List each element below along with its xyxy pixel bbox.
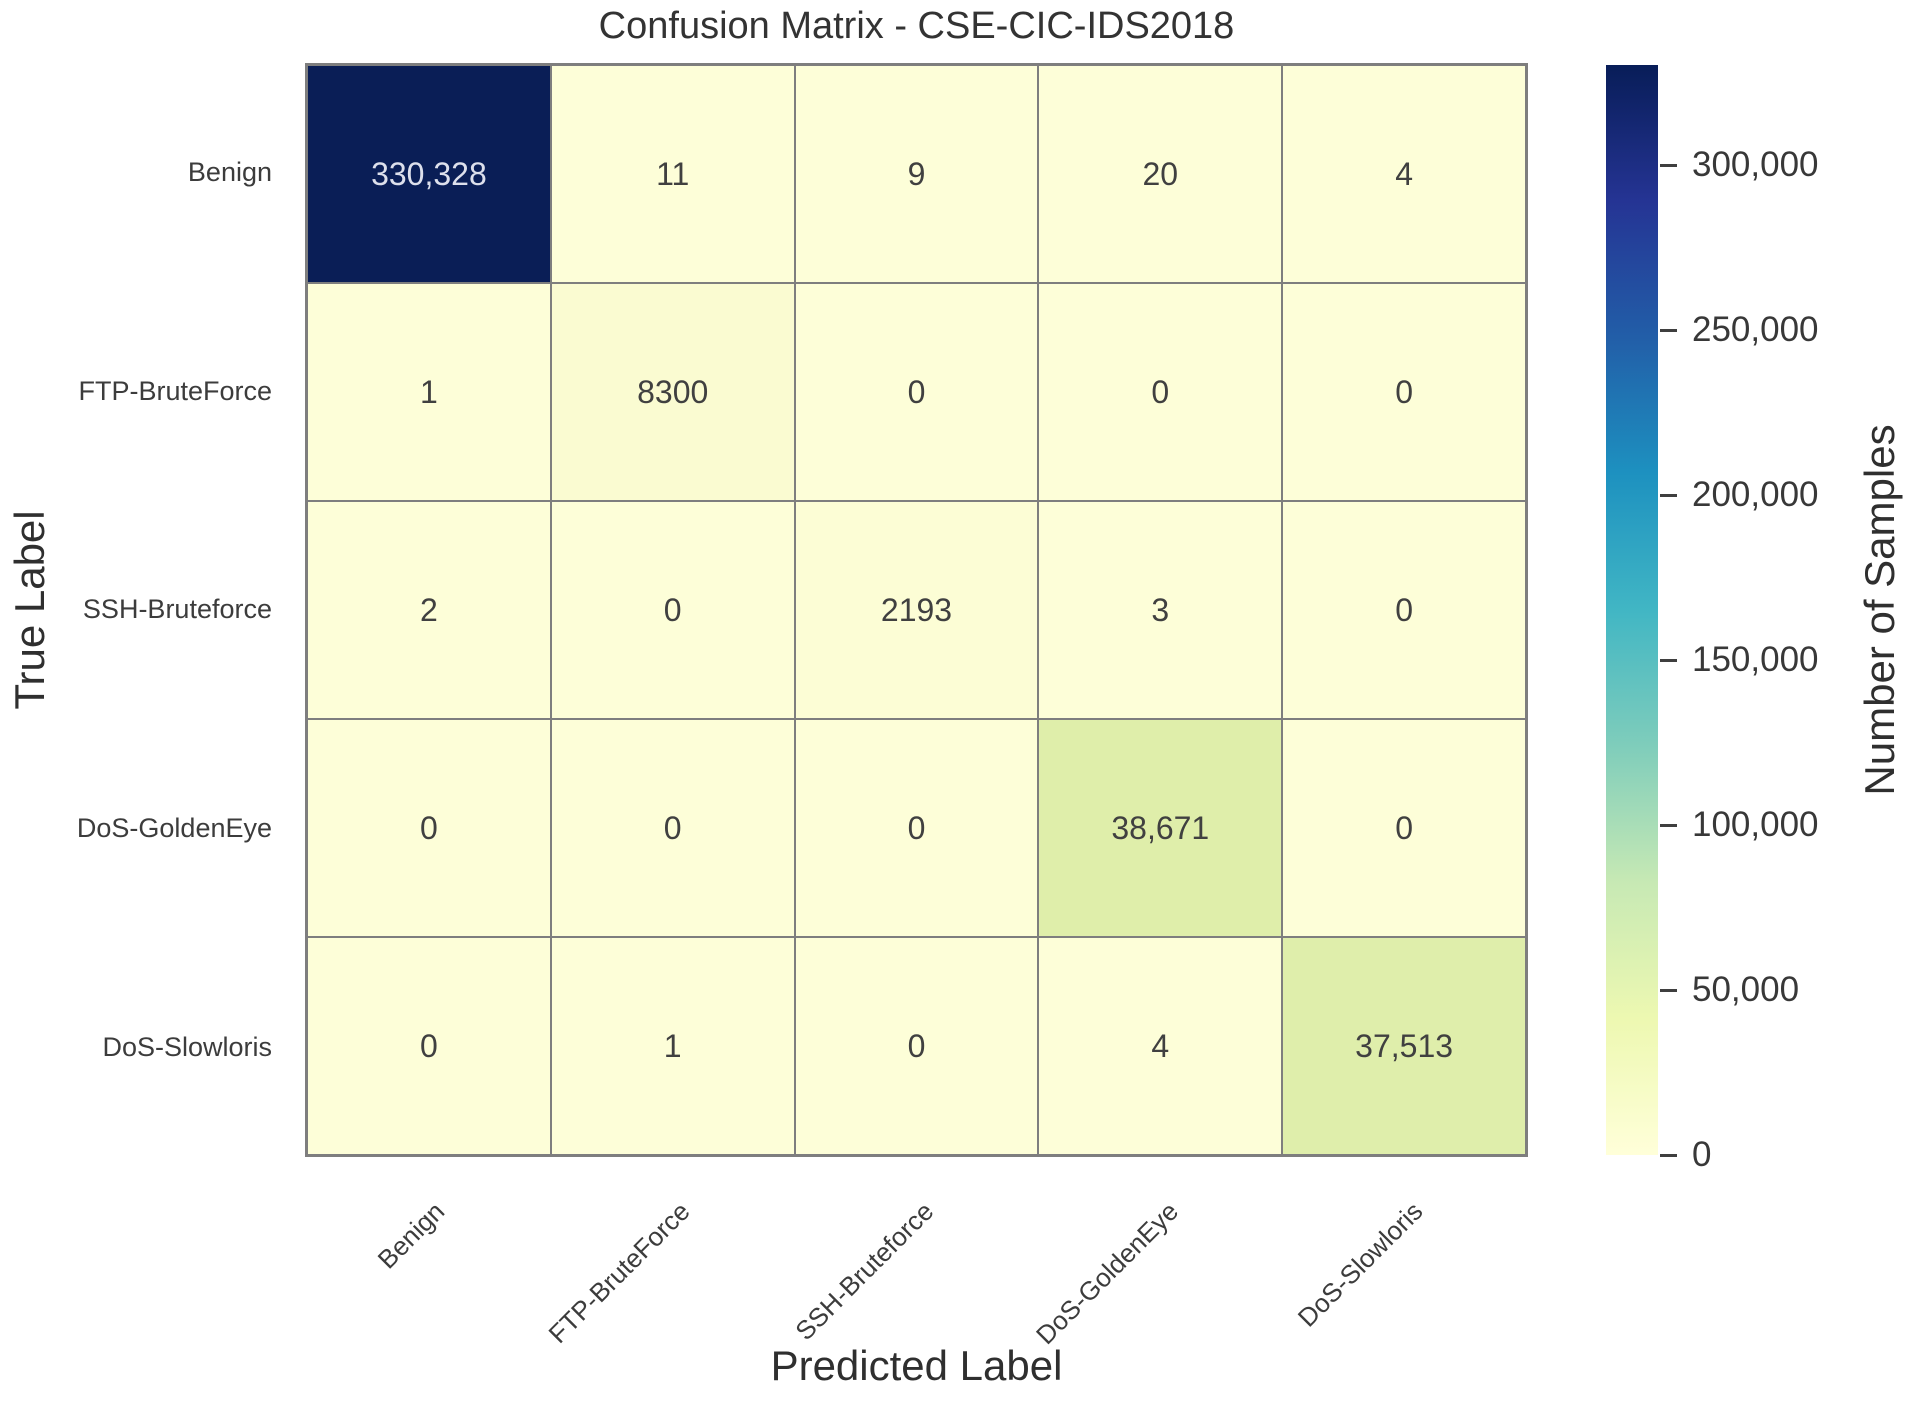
colorbar-label: Number of Samples (1856, 424, 1903, 796)
matrix-cell: 0 (1282, 719, 1526, 937)
colorbar-tick-label: 300,000 (1692, 145, 1819, 185)
y-axis-tick-labels: Benign FTP-BruteForce SSH-Bruteforce DoS-Go… (40, 63, 272, 1157)
x-tick-label: DoS-Slowloris (1292, 1196, 1429, 1333)
matrix-cell: 0 (1282, 283, 1526, 501)
matrix-cell: 0 (1038, 283, 1283, 501)
x-tick-label: SSH-Bruteforce (789, 1196, 940, 1346)
matrix-cell: 2 (307, 501, 551, 719)
matrix-cell: 8300 (550, 283, 795, 501)
matrix-cell: 0 (794, 937, 1039, 1155)
x-axis-label: Predicted Label (770, 1342, 1063, 1389)
matrix-cell: 0 (1282, 501, 1526, 719)
matrix-cell: 330,328 (307, 65, 551, 283)
y-tick-label: DoS-Slowloris (102, 1032, 272, 1063)
matrix-cell: 4 (1282, 65, 1526, 283)
colorbar-tick-mark (1660, 988, 1677, 992)
colorbar-tick-mark (1660, 1153, 1677, 1157)
matrix-cell: 9 (794, 65, 1039, 283)
matrix-cell: 3 (1038, 501, 1283, 719)
colorbar-tick-label: 150,000 (1692, 640, 1819, 680)
matrix-cell: 2193 (794, 501, 1039, 719)
heatmap-grid: 330,328 11 9 20 4 1 8300 0 0 0 2 0 2193 3 0 0 0 0 38,671 0 0… (305, 63, 1528, 1157)
y-axis-label: True Label (6, 510, 53, 710)
matrix-cell: 0 (550, 719, 795, 937)
colorbar-gradient (1606, 65, 1658, 1155)
y-tick-label: SSH-Bruteforce (82, 594, 272, 625)
colorbar-tick-label: 100,000 (1692, 805, 1819, 845)
colorbar-tick-mark (1660, 658, 1677, 662)
matrix-cell: 1 (307, 283, 551, 501)
x-tick-label: DoS-GoldenEye (1030, 1196, 1185, 1351)
matrix-cell: 20 (1038, 65, 1283, 283)
matrix-cell: 0 (794, 719, 1039, 937)
colorbar-tick-label: 200,000 (1692, 475, 1819, 515)
x-tick-label: FTP-BruteForce (542, 1196, 696, 1350)
matrix-cell: 37,513 (1282, 937, 1526, 1155)
matrix-cell: 0 (307, 719, 551, 937)
colorbar-tick-mark (1660, 823, 1677, 827)
colorbar-tick-label: 50,000 (1692, 970, 1800, 1009)
y-tick-label: DoS-GoldenEye (76, 813, 272, 844)
matrix-cell: 4 (1038, 937, 1283, 1155)
colorbar-tick-mark (1660, 328, 1677, 332)
matrix-cell: 0 (550, 501, 795, 719)
matrix-cell: 11 (550, 65, 795, 283)
matrix-cell: 0 (794, 283, 1039, 501)
colorbar-tick-label: 0 (1692, 1135, 1712, 1174)
colorbar-tick-label: 250,000 (1692, 310, 1819, 350)
y-tick-label: FTP-BruteForce (78, 375, 272, 406)
colorbar-tick-mark (1660, 493, 1677, 497)
x-tick-label: Benign (372, 1196, 451, 1275)
matrix-cell: 1 (550, 937, 795, 1155)
chart-title: Confusion Matrix - CSE-CIC-IDS2018 (598, 5, 1235, 47)
y-tick-label: Benign (187, 156, 272, 187)
matrix-cell: 38,671 (1038, 719, 1283, 937)
matrix-cell: 0 (307, 937, 551, 1155)
colorbar-tick-mark (1660, 163, 1677, 167)
